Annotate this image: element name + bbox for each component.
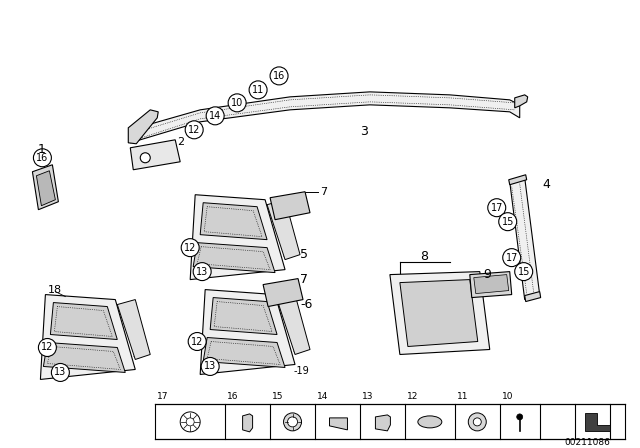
Text: 16: 16 [227, 392, 239, 401]
Circle shape [180, 412, 200, 432]
Circle shape [201, 358, 219, 375]
Polygon shape [509, 175, 527, 185]
Text: 17: 17 [490, 202, 503, 213]
Polygon shape [390, 271, 490, 354]
Text: 17: 17 [157, 392, 169, 401]
Text: 12: 12 [41, 342, 54, 353]
Polygon shape [267, 200, 300, 260]
Text: -19: -19 [293, 366, 308, 376]
Circle shape [181, 239, 199, 257]
Text: 13: 13 [362, 392, 373, 401]
Text: 11: 11 [252, 85, 264, 95]
Text: 1: 1 [37, 143, 45, 156]
Text: 7: 7 [300, 273, 308, 286]
Text: 7: 7 [320, 187, 327, 197]
Text: 14: 14 [209, 111, 221, 121]
Polygon shape [400, 280, 478, 346]
Polygon shape [44, 343, 125, 372]
Text: 15: 15 [518, 267, 530, 276]
Polygon shape [128, 110, 158, 144]
Circle shape [270, 67, 288, 85]
Circle shape [515, 263, 532, 280]
Polygon shape [51, 302, 117, 340]
Polygon shape [36, 171, 56, 206]
Text: 15: 15 [272, 392, 284, 401]
Polygon shape [190, 195, 285, 280]
Text: 13: 13 [54, 367, 67, 378]
Polygon shape [40, 295, 135, 379]
Polygon shape [131, 140, 180, 170]
Text: 10: 10 [231, 98, 243, 108]
Polygon shape [277, 295, 310, 354]
Circle shape [503, 249, 521, 267]
Text: 11: 11 [457, 392, 468, 401]
Circle shape [33, 149, 51, 167]
Circle shape [284, 413, 301, 431]
Circle shape [499, 213, 516, 231]
Circle shape [488, 199, 506, 217]
Text: 5: 5 [300, 248, 308, 261]
Text: 12: 12 [191, 336, 204, 346]
Polygon shape [200, 202, 267, 240]
Text: 15: 15 [502, 217, 514, 227]
Circle shape [287, 417, 298, 427]
Text: 2: 2 [177, 137, 184, 147]
Polygon shape [470, 271, 512, 297]
Polygon shape [270, 192, 310, 220]
Text: 3: 3 [360, 125, 368, 138]
Text: 10: 10 [502, 392, 513, 401]
Polygon shape [33, 165, 58, 210]
Polygon shape [210, 297, 277, 335]
Text: 13: 13 [204, 362, 216, 371]
Text: 12: 12 [188, 125, 200, 135]
Text: 16: 16 [273, 71, 285, 81]
Polygon shape [474, 275, 509, 293]
Polygon shape [509, 178, 540, 300]
Circle shape [516, 414, 523, 420]
Text: 16: 16 [36, 153, 49, 163]
Polygon shape [117, 300, 150, 359]
Text: 13: 13 [196, 267, 208, 276]
Circle shape [206, 107, 224, 125]
Polygon shape [263, 279, 303, 306]
Text: 12: 12 [407, 392, 419, 401]
Polygon shape [193, 243, 275, 272]
Circle shape [193, 263, 211, 280]
Polygon shape [584, 413, 609, 431]
Text: 17: 17 [506, 253, 518, 263]
Circle shape [188, 332, 206, 350]
Text: -6: -6 [300, 298, 312, 311]
Circle shape [228, 94, 246, 112]
Polygon shape [131, 92, 520, 143]
Circle shape [473, 418, 481, 426]
Circle shape [186, 418, 194, 426]
Circle shape [249, 81, 267, 99]
Text: 00211086: 00211086 [564, 438, 611, 447]
Circle shape [140, 153, 150, 163]
Polygon shape [525, 292, 541, 302]
Polygon shape [243, 414, 253, 432]
Text: 8: 8 [420, 250, 428, 263]
Text: 4: 4 [543, 178, 550, 191]
Polygon shape [515, 95, 528, 108]
Text: 12: 12 [184, 243, 196, 253]
Circle shape [185, 121, 203, 139]
Circle shape [51, 363, 69, 381]
Text: 9: 9 [483, 268, 491, 281]
Polygon shape [200, 289, 295, 375]
Ellipse shape [418, 416, 442, 428]
Circle shape [38, 339, 56, 357]
Text: 18: 18 [47, 284, 61, 295]
Text: 14: 14 [317, 392, 328, 401]
Polygon shape [203, 337, 285, 367]
Polygon shape [330, 418, 348, 430]
Polygon shape [376, 415, 390, 431]
Circle shape [468, 413, 486, 431]
